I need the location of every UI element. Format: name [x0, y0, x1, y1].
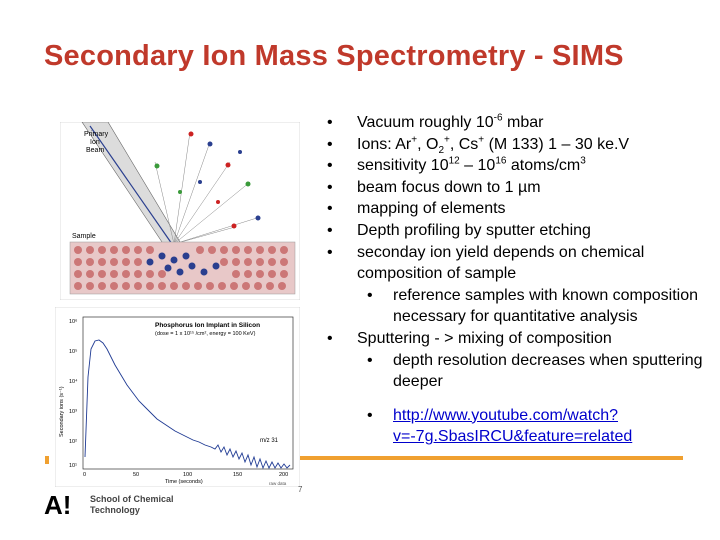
label-sample: Sample — [72, 233, 96, 240]
plot-title-line1: Phosphorus Ion Implant in Silicon — [155, 322, 260, 329]
sample-atoms — [74, 246, 288, 290]
ytick-label: 10⁶ — [69, 318, 77, 325]
bullet-sensitivity: • sensitivity 1012 – 1016 atoms/cm3 — [327, 155, 707, 177]
bullet-mark: • — [327, 221, 333, 239]
label-ion: Ion — [90, 139, 100, 146]
subbullet-reference-samples: • reference samples with known compositi… — [367, 286, 699, 326]
bullet-ions: • Ions: Ar+, O2+, Cs+ (M 133) 1 – 30 ke.… — [327, 134, 630, 156]
bullet-mark: • — [327, 178, 333, 196]
plot-xticks: 0 50 100 150 200 — [83, 472, 288, 478]
subbullet-depth-resolution: • depth resolution decreases when sputte… — [367, 351, 703, 391]
depth-profile-figure: Phosphorus Ion Implant in Silicon (dose … — [55, 307, 300, 487]
sputtered-particles — [154, 131, 261, 229]
label-primary: Primary — [84, 131, 109, 138]
label-beam: Beam — [86, 147, 104, 154]
bullet-mark: • — [367, 286, 373, 304]
profile-curve — [84, 339, 291, 470]
plot-yticks: 10⁶ 10⁵ 10⁴ 10³ 10² 10¹ — [69, 318, 78, 469]
bullet-mark: • — [367, 406, 373, 424]
bullet-mark: • — [327, 114, 333, 131]
aalto-logo-mark: A! — [44, 490, 72, 520]
bullet-mark: • — [327, 135, 333, 153]
plot-title-line2: (dose = 1 x 10¹⁵ /cm², energy = 100 KeV) — [155, 330, 256, 337]
bullet-mark: • — [327, 157, 333, 175]
youtube-link[interactable]: http://www.youtube.com/watch?v=-7g.SbasI… — [393, 406, 633, 446]
xtick-label: 0 — [83, 472, 86, 478]
bullet-ion-yield: • seconday ion yield depends on chemical… — [327, 243, 645, 283]
ytick-label: 10⁵ — [69, 348, 77, 355]
bullet-vacuum: • Vacuum roughly 10-6 mbar — [327, 112, 707, 134]
bullet-mark: • — [327, 329, 333, 347]
subbullet-video-link: • http://www.youtube.com/watch?v=-7g.Sba… — [327, 405, 707, 448]
ytick-label: 10¹ — [69, 463, 77, 469]
xtick-label: 50 — [133, 472, 139, 478]
org-name: School of Chemical Technology — [90, 494, 174, 515]
plot-xlabel: Time (seconds) — [165, 479, 203, 485]
plot-ylabel: Secondary ions (s⁻¹) — [59, 386, 65, 437]
bullet-mark: • — [367, 351, 373, 369]
bullet-mark: • — [327, 200, 333, 218]
ytick-label: 10² — [69, 439, 77, 445]
slide-title: Secondary Ion Mass Spectrometry - SIMS — [44, 40, 624, 72]
xtick-label: 100 — [183, 472, 192, 478]
footer-logo: A! School of Chemical Technology — [44, 492, 204, 518]
plot-footer: raw data — [269, 481, 287, 486]
ytick-label: 10⁴ — [69, 378, 78, 385]
plot-annotation: m/z 31 — [260, 438, 279, 444]
bullet-mark: • — [327, 243, 333, 261]
xtick-label: 200 — [279, 472, 288, 478]
ytick-label: 10³ — [69, 409, 77, 415]
accent-bar — [300, 456, 683, 460]
sims-schematic-figure: Primary Ion Beam — [60, 122, 300, 300]
bullet-mapping: • mapping of elements — [327, 198, 707, 220]
bullet-depth-profiling: • Depth profiling by sputter etching — [327, 220, 707, 242]
accent-tick — [45, 456, 49, 464]
page-number: 7 — [298, 485, 303, 494]
xtick-label: 150 — [233, 472, 242, 478]
bullet-beam-focus: • beam focus down to 1 µm — [327, 177, 707, 199]
bullet-list: • Vacuum roughly 10-6 mbar • Ions: Ar+, … — [327, 112, 707, 448]
bullet-sputtering: • Sputtering - > mixing of composition — [327, 328, 707, 350]
